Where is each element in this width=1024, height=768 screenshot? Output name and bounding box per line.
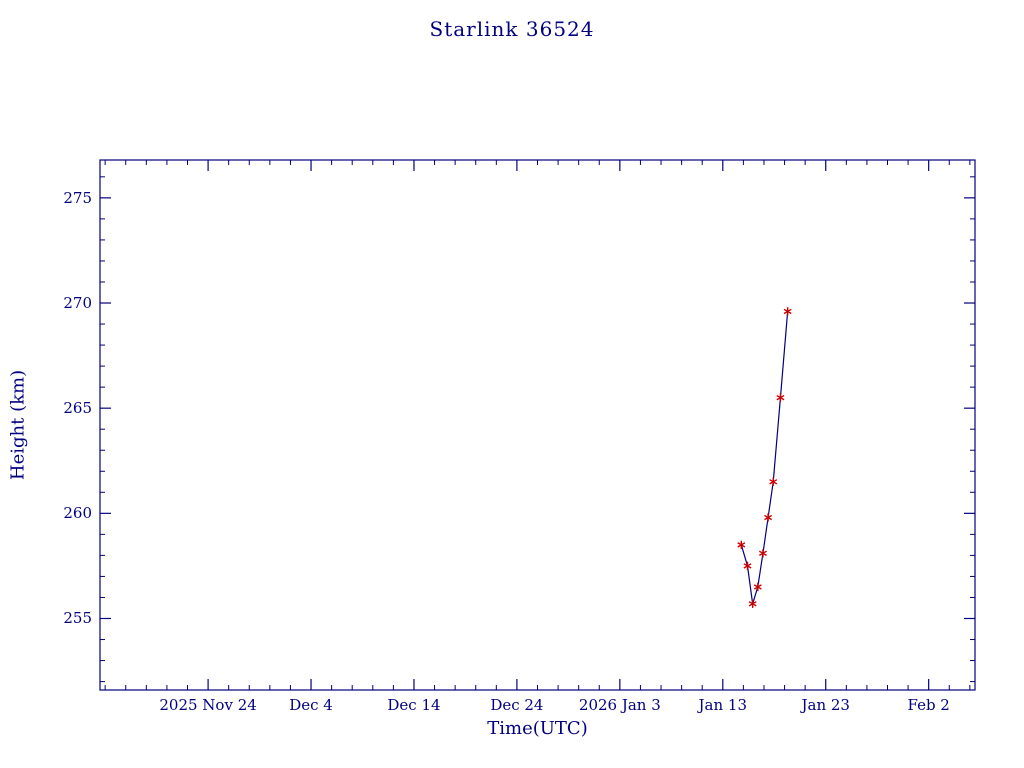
data-point-marker (783, 307, 792, 316)
data-point-marker (758, 549, 767, 558)
x-tick-label: Jan 23 (801, 696, 850, 714)
height-series-line (740, 311, 789, 604)
chart-title: Starlink 36524 (429, 17, 595, 41)
y-tick-label: 265 (63, 399, 92, 418)
y-tick-label: 275 (63, 188, 92, 207)
data-point-marker (748, 599, 757, 608)
x-tick-label: Dec 14 (387, 696, 441, 714)
x-tick-label: Feb 2 (907, 696, 950, 714)
y-tick-label: 255 (63, 609, 92, 628)
x-tick-label: Dec 24 (490, 696, 544, 714)
plot-frame (99, 159, 976, 691)
data-point-marker (776, 393, 785, 402)
data-point-marker (737, 540, 746, 550)
x-tick-label: Jan 13 (698, 696, 748, 714)
x-tick-label: 2026 Jan 3 (578, 696, 661, 714)
data-point-marker (764, 513, 773, 522)
y-tick-label: 270 (63, 294, 92, 313)
x-tick-label: 2025 Nov 24 (159, 696, 257, 714)
data-point-marker (753, 582, 762, 592)
x-axis-label: Time(UTC) (487, 718, 588, 739)
y-tick-label: 260 (63, 504, 92, 523)
data-point-marker (769, 477, 778, 486)
x-tick-label: Dec 4 (289, 696, 333, 714)
data-point-marker (743, 561, 752, 571)
